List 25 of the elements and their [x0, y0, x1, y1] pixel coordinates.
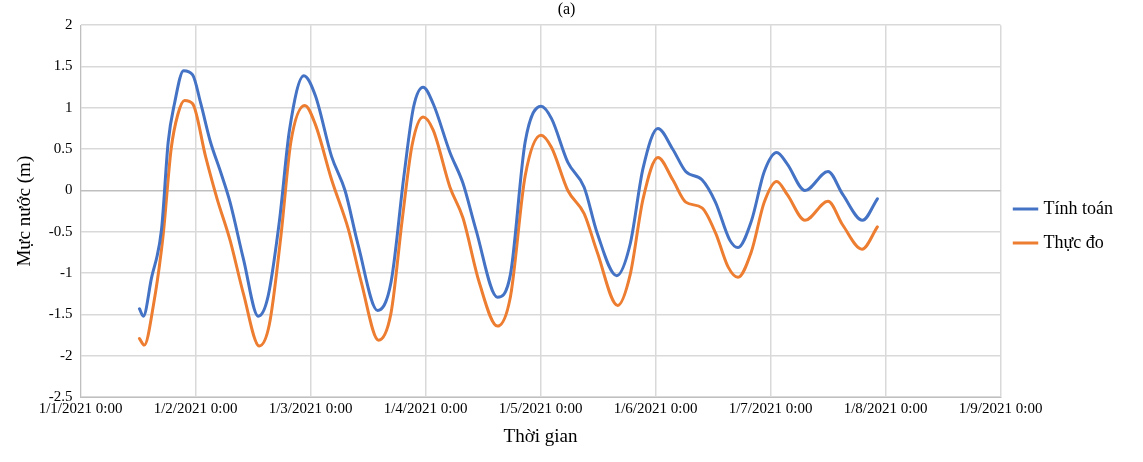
- x-tick-label: 1/4/2021 0:00: [383, 400, 468, 417]
- y-tick-label: -1: [60, 264, 73, 281]
- line-series: [137, 69, 879, 318]
- x-tick-label: 1/3/2021 0:00: [268, 400, 353, 417]
- y-axis-title: Mực nước (m): [13, 155, 36, 267]
- y-tick-label: -2: [60, 346, 73, 363]
- y-tick-label: -1.5: [48, 305, 73, 322]
- x-tick-label: 1/8/2021 0:00: [843, 400, 928, 417]
- chart-title: (a): [557, 0, 576, 18]
- y-tick-label: 1: [65, 98, 73, 115]
- legend-label: Thực đo: [1043, 231, 1104, 252]
- x-tick-label: 1/6/2021 0:00: [613, 400, 698, 417]
- y-tick-label: 2: [65, 16, 73, 33]
- y-tick-label: 1.5: [53, 57, 73, 74]
- legend-label: Tính toán: [1043, 197, 1114, 218]
- x-tick-label: 1/2/2021 0:00: [153, 400, 238, 417]
- x-axis-title: Thời gian: [503, 424, 578, 446]
- line-series: [137, 98, 879, 348]
- x-tick-label: 1/5/2021 0:00: [498, 400, 583, 417]
- x-tick-label: 1/7/2021 0:00: [728, 400, 813, 417]
- y-tick-label: 0: [65, 181, 73, 198]
- x-tick-label: 1/1/2021 0:00: [38, 400, 123, 417]
- y-tick-label: -0.5: [48, 222, 73, 239]
- y-tick-label: 0.5: [53, 140, 73, 157]
- x-tick-label: 1/9/2021 0:00: [958, 400, 1043, 417]
